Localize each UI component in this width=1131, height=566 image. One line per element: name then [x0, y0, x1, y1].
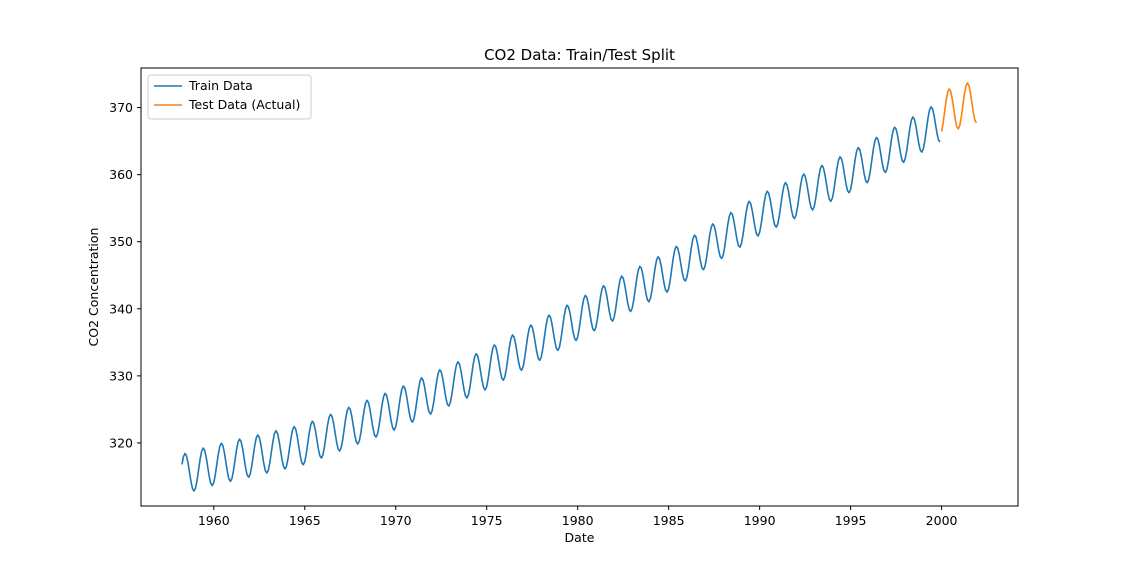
legend-label-test: Test Data (Actual) [188, 97, 300, 112]
plot-frame [140, 67, 1019, 507]
y-tick-label: 370 [109, 100, 133, 115]
legend: Train Data Test Data (Actual) [147, 74, 312, 120]
x-tick-label: 1980 [562, 513, 594, 528]
y-axis-label: CO2 Concentration [86, 228, 101, 347]
x-tick-label: 1985 [653, 513, 685, 528]
test-data-line [940, 82, 978, 132]
x-tick-label: 1965 [289, 513, 321, 528]
y-tick-label: 340 [109, 301, 133, 316]
y-tick-label: 360 [109, 167, 133, 182]
train-data-line [181, 106, 941, 492]
chart-title: CO2 Data: Train/Test Split [484, 46, 675, 64]
y-tick-label: 330 [109, 368, 133, 383]
legend-label-train: Train Data [188, 78, 253, 93]
x-tick-label: 1960 [198, 513, 230, 528]
x-tick-label: 1995 [835, 513, 867, 528]
series-layer [181, 82, 978, 492]
x-tick-label: 1970 [380, 513, 412, 528]
x-tick-label: 1990 [744, 513, 776, 528]
x-axis: 1960 1965 1970 1975 1980 1985 1990 1995 2000 [198, 506, 958, 528]
y-tick-label: 320 [109, 435, 133, 450]
y-tick-label: 350 [109, 234, 133, 249]
legend-box [147, 74, 312, 120]
x-tick-label: 2000 [926, 513, 958, 528]
x-tick-label: 1975 [471, 513, 503, 528]
x-axis-label: Date [565, 530, 595, 545]
y-axis: 320 330 340 350 360 370 [109, 100, 141, 450]
